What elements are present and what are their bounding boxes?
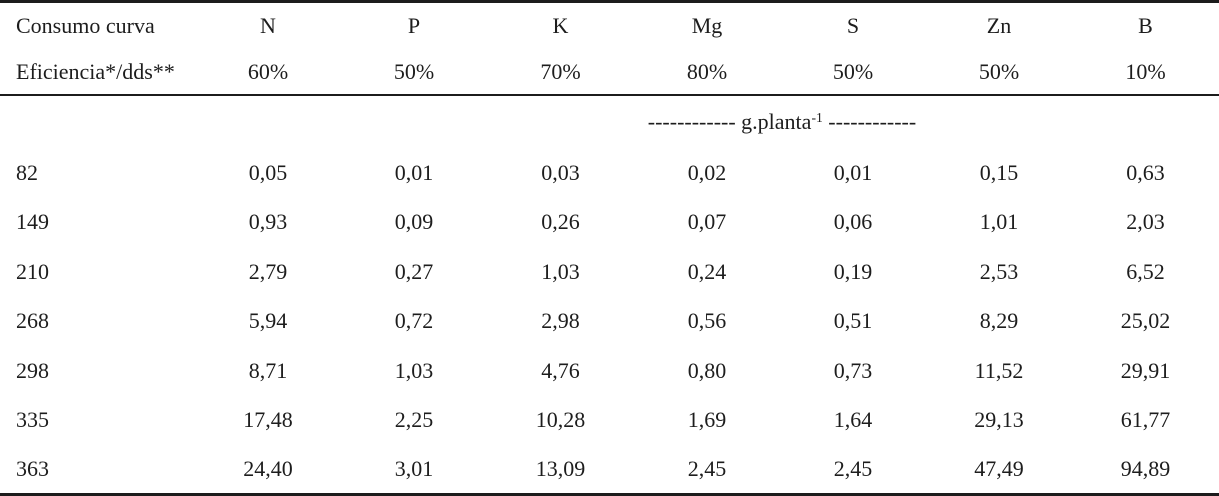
cell-zn: 47,49 [974,455,1024,481]
efficiency-mg: 80% [634,49,780,97]
table-row: 363 24,40 3,01 13,09 2,45 2,45 47,49 94,… [0,445,1219,495]
cell-mg: 0,56 [687,308,727,334]
cell-s: 0,19 [833,258,873,284]
row-label-dds: 363 [16,455,49,481]
row-label-dds: 82 [16,159,38,185]
cell-mg: 0,07 [687,209,727,235]
cell-n: 24,40 [243,455,293,481]
cell-mg: 1,69 [687,407,727,433]
efficiency-b: 10% [1072,49,1219,97]
cell-p: 0,01 [394,159,434,185]
row-label-dds: 149 [16,209,49,235]
column-header-p: P [407,13,421,39]
cell-zn: 1,01 [979,209,1019,235]
cell-p: 3,01 [394,455,434,481]
unit-label-g-per-plant: ------------ g.planta-1 ------------ [195,95,1219,148]
cell-k: 0,03 [541,159,580,185]
unit-text-prefix: ------------ g.planta [647,109,812,135]
cell-b: 29,91 [1120,357,1171,383]
row-label-dds: 210 [16,258,49,284]
efficiency-s: 50% [780,49,926,97]
column-header-zn: Zn [986,13,1012,39]
column-header-b: B [1138,13,1153,39]
efficiency-k: 70% [487,49,634,97]
row-label-dds: 298 [16,357,49,383]
cell-s: 1,64 [833,407,873,433]
cell-mg: 0,02 [687,159,727,185]
efficiency-n: 60% [195,49,341,97]
column-header-k: K [552,13,569,39]
cell-n: 2,79 [248,258,288,284]
cell-b: 0,63 [1126,159,1165,185]
cell-k: 10,28 [535,407,586,433]
unit-text-suffix: ------------ [822,109,917,135]
cell-zn: 29,13 [974,407,1024,433]
column-header-s: S [846,13,860,39]
header-label-consumo-curva: Consumo curva [16,13,155,39]
cell-p: 2,25 [394,407,434,433]
table-row: 298 8,71 1,03 4,76 0,80 0,73 11,52 29,91 [0,346,1219,396]
table-row: 268 5,94 0,72 2,98 0,56 0,51 8,29 25,02 [0,296,1219,346]
cell-k: 4,76 [541,357,580,383]
cell-n: 17,48 [243,407,293,433]
unit-row-empty-cell [0,95,195,148]
row-label-dds: 268 [16,308,49,334]
cell-b: 94,89 [1120,455,1171,481]
table-row: 149 0,93 0,09 0,26 0,07 0,06 1,01 2,03 [0,197,1219,247]
cell-s: 0,51 [833,308,873,334]
unit-row: ------------ g.planta-1 ------------ [0,95,1219,148]
cell-k: 1,03 [541,258,580,284]
row-label-dds: 335 [16,407,49,433]
column-header-n: N [260,13,276,39]
cell-b: 25,02 [1120,308,1171,334]
cell-mg: 0,80 [687,357,727,383]
cell-p: 1,03 [394,357,434,383]
table-row: 210 2,79 0,27 1,03 0,24 0,19 2,53 6,52 [0,247,1219,297]
cell-mg: 2,45 [687,455,727,481]
cell-p: 0,72 [394,308,434,334]
cell-zn: 0,15 [979,159,1019,185]
cell-b: 61,77 [1120,407,1171,433]
table-header-row-elements: Consumo curva N P K Mg S Zn B [0,2,1219,50]
cell-n: 0,93 [248,209,288,235]
cell-s: 0,73 [833,357,873,383]
header-label-eficiencia-dds: Eficiencia*/dds** [0,49,195,97]
cell-zn: 8,29 [979,308,1019,334]
cell-p: 0,09 [394,209,434,235]
cell-s: 0,01 [833,159,873,185]
table-row: 335 17,48 2,25 10,28 1,69 1,64 29,13 61,… [0,395,1219,445]
efficiency-p: 50% [341,49,487,97]
cell-zn: 11,52 [974,357,1024,383]
cell-s: 2,45 [833,455,873,481]
cell-b: 6,52 [1126,258,1165,284]
cell-k: 2,98 [541,308,580,334]
table-row: 82 0,05 0,01 0,03 0,02 0,01 0,15 0,63 [0,148,1219,198]
column-header-mg: Mg [691,13,723,39]
cell-p: 0,27 [394,258,434,284]
cell-b: 2,03 [1126,209,1165,235]
cell-s: 0,06 [833,209,873,235]
cell-k: 13,09 [535,455,586,481]
cell-n: 0,05 [248,159,288,185]
unit-superscript: -1 [811,110,823,126]
cell-n: 8,71 [248,357,288,383]
cell-mg: 0,24 [687,258,727,284]
cell-zn: 2,53 [979,258,1019,284]
efficiency-zn: 50% [926,49,1072,97]
cell-n: 5,94 [248,308,288,334]
cell-k: 0,26 [541,209,580,235]
table-header-row-efficiency: Eficiencia*/dds** 60% 50% 70% 80% 50% 50… [0,49,1219,97]
